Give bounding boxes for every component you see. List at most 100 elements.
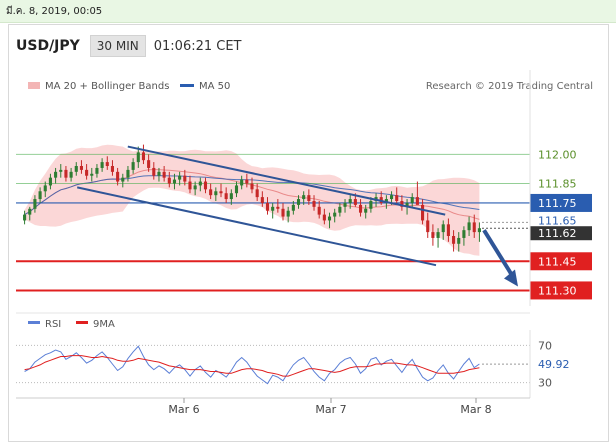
time-tick-label-2: Mar 8	[460, 403, 491, 416]
candle-body	[348, 199, 352, 203]
candle-body	[255, 189, 259, 198]
candle-body	[395, 195, 399, 201]
candle-body	[426, 220, 430, 233]
candle-body	[198, 181, 202, 186]
rsi-level-label-30: 30	[538, 377, 552, 390]
rsi-line	[24, 345, 480, 385]
time-axis: Mar 6 Mar 7 Mar 8	[168, 398, 492, 416]
candle-body	[265, 202, 270, 211]
candle-body	[441, 224, 445, 233]
forecast-arrow	[482, 229, 518, 287]
candle-body	[353, 199, 357, 205]
price-label-box	[530, 281, 592, 300]
candle-body	[457, 237, 461, 244]
candle-body	[178, 175, 182, 180]
candle-body	[364, 208, 368, 213]
legend-swatch-ma20	[28, 82, 40, 89]
candle-body	[79, 166, 83, 170]
candle-body	[28, 208, 32, 215]
credit-label: Research © 2019 Trading Central	[426, 81, 593, 92]
candle-body	[157, 171, 161, 176]
rsi-level-label-70: 70	[538, 339, 552, 352]
candle-body	[271, 206, 275, 211]
candle-body	[358, 204, 363, 213]
candle-body	[38, 191, 42, 200]
price-channel	[76, 145, 446, 267]
candle-body	[281, 208, 285, 217]
candle-body	[322, 214, 326, 221]
candle-body	[431, 232, 435, 238]
candle-body	[100, 162, 104, 168]
price-label-111.85: 111.85	[538, 178, 577, 191]
candle-body	[312, 201, 316, 207]
candle-body	[48, 177, 52, 186]
price-label-box	[530, 252, 592, 271]
candles	[23, 144, 481, 252]
forecast-arrow-shaft	[482, 229, 516, 280]
candle-body	[452, 236, 456, 244]
candle-body	[296, 199, 301, 205]
candle-body	[203, 181, 208, 190]
channel-upper-line	[127, 145, 446, 216]
price-label-extra: 111.65	[538, 214, 577, 227]
rsi-9ma-line	[24, 355, 480, 377]
rsi-panel: 70 30 49.92	[16, 330, 570, 398]
price-levels	[16, 153, 530, 292]
legend-swatch-rsi	[28, 321, 40, 324]
candle-body	[152, 167, 156, 176]
chart-header: USD/JPY 30 MIN 01:06:21 CET	[16, 33, 242, 59]
timeframe-button[interactable]: 30 MIN	[89, 35, 146, 57]
candle-body	[116, 171, 120, 182]
candle-body	[317, 206, 321, 215]
candle-body	[462, 230, 466, 238]
candle-body	[291, 204, 295, 211]
candle-body	[136, 152, 140, 163]
candle-body	[209, 189, 213, 196]
candle-body	[131, 162, 135, 170]
current-price-label: 111.62	[538, 227, 577, 240]
candle-body	[69, 171, 73, 178]
candle-body	[90, 173, 94, 176]
candle-body	[302, 195, 306, 200]
candle-body	[183, 175, 187, 182]
candle-body	[214, 191, 218, 196]
candle-body	[121, 177, 125, 182]
status-bar: มี.ค. 8, 2019, 00:05	[0, 0, 616, 23]
candle-body	[126, 169, 130, 178]
candle-body	[410, 197, 414, 203]
candle-body	[436, 232, 440, 238]
price-label-111.45: 111.45	[538, 255, 577, 268]
time-tick-label-1: Mar 7	[315, 403, 346, 416]
candle-body	[54, 171, 58, 178]
candle-body	[400, 201, 404, 207]
legend-label-rsi: RSI	[45, 319, 61, 330]
time-tick-label-0: Mar 6	[168, 403, 199, 416]
candle-body	[33, 199, 37, 209]
candle-body	[307, 195, 311, 201]
candle-body	[110, 166, 114, 172]
datetime-label: มี.ค. 8, 2019, 00:05	[6, 6, 103, 17]
candle-body	[59, 169, 63, 172]
candle-body	[390, 195, 394, 200]
chart-frame	[8, 24, 609, 442]
candle-body	[188, 181, 192, 190]
price-label-111.75: 111.75	[538, 197, 577, 210]
candle-body	[472, 222, 476, 233]
forecast-arrow-head	[504, 269, 518, 287]
candle-body	[224, 193, 228, 200]
candle-body	[95, 167, 99, 174]
price-axis: 112.00 111.85 111.75 111.45 111.30 111.65111.…	[529, 70, 592, 306]
candle-body	[240, 179, 244, 186]
legend-swatch-9ma	[76, 321, 88, 324]
rsi-current-label: 49.92	[538, 358, 570, 371]
candle-body	[333, 212, 337, 217]
candle-body	[467, 222, 471, 231]
candle-body	[105, 162, 109, 166]
candle-body	[276, 206, 280, 209]
candle-body	[245, 179, 249, 184]
time-label: 01:06:21 CET	[153, 38, 242, 54]
candle-body	[415, 197, 419, 205]
candle-body	[421, 204, 425, 221]
candle-body	[167, 177, 171, 184]
